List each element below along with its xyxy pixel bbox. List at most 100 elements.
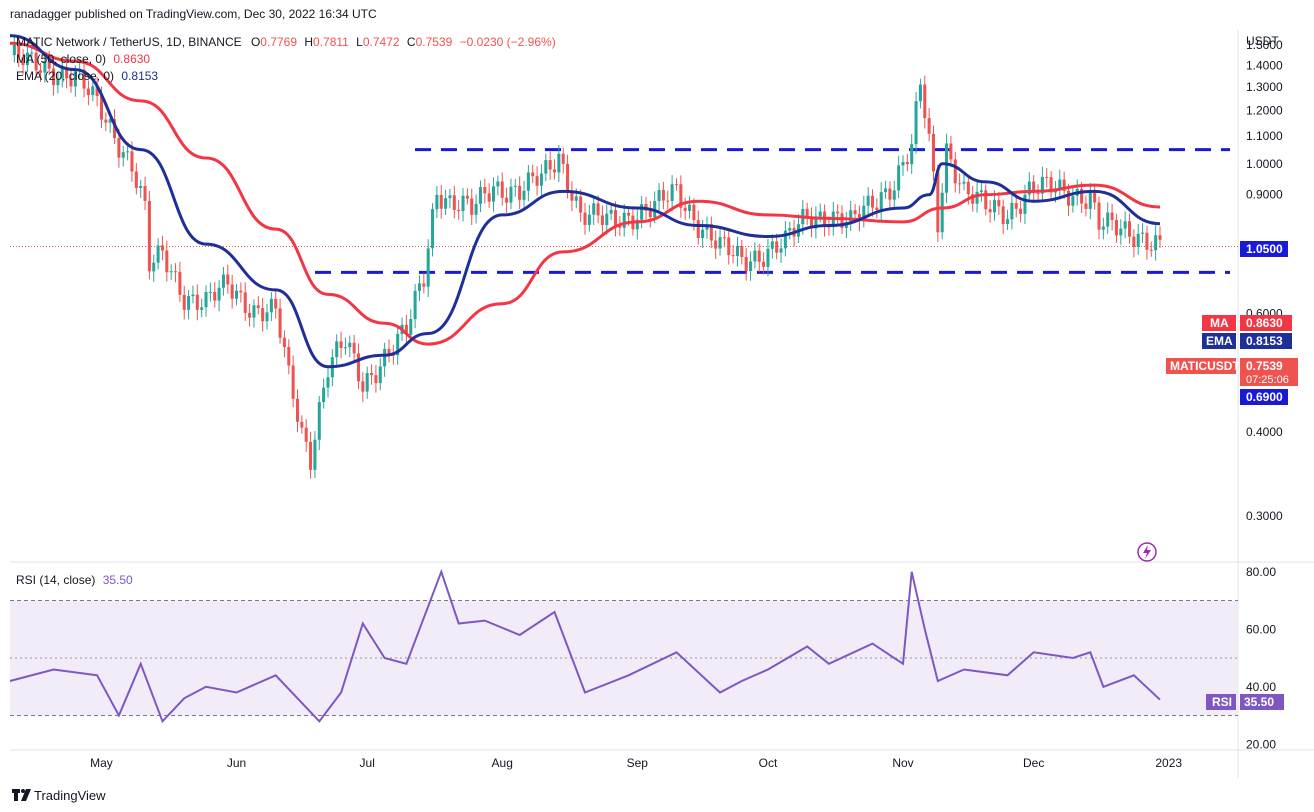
support-tag-value: 0.6900 [1246,390,1283,404]
candle-up [1123,221,1127,229]
ohlc-header: MATIC Network / TetherUS, 1D, BINANCE O0… [16,35,556,49]
candle-down [160,245,164,251]
candle-down [1049,177,1053,193]
candle-down [339,341,343,348]
last-price-value: 0.7539 [1246,359,1283,373]
candle-down [274,298,278,309]
candle-down [65,67,69,79]
candle-down [422,283,426,287]
candle-down [230,284,234,299]
candle-down [971,194,975,204]
candle-up [1106,212,1110,227]
ema-20-line[interactable] [9,34,1161,369]
candle-down [809,216,814,229]
candle-up [910,144,914,165]
candle-up [221,274,225,288]
candle-up [688,204,692,211]
candle-up [30,52,34,54]
symbol-price-tag: MATICUSDT 0.7539 07:25:06 [1166,358,1298,386]
rsi-axis[interactable]: 80.00 60.00 40.00 20.00 [1246,565,1276,752]
rsi-tag: RSI 35.50 [1206,694,1284,710]
candle-up [73,71,77,87]
candle-up [326,377,330,388]
price-tick-label: 1.3000 [1246,80,1283,94]
candle-down [531,172,535,177]
ma-legend[interactable]: MA (50, close, 0) 0.8630 [16,52,150,66]
time-tick-label: Aug [492,756,513,770]
rsi-legend[interactable]: RSI (14, close) 35.50 [16,573,133,587]
candle-down [570,191,574,201]
alert-lightning-icon[interactable] [1137,542,1157,562]
candle-down [1114,219,1118,236]
candle-down [1132,236,1136,247]
candle-down [248,312,252,318]
candle-down [1019,208,1023,214]
rsi-tag-name: RSI [1212,695,1232,709]
price-pane[interactable] [10,30,1238,558]
candle-up [866,195,870,206]
candle-down [953,159,957,184]
time-axis[interactable]: May Jun Jul Aug Sep Oct Nov Dec 2023 [90,756,1182,770]
candle-up [814,216,818,229]
ma-50-line[interactable] [9,41,1161,346]
candle-down [583,212,587,225]
tradingview-logo[interactable]: TradingView [12,788,106,803]
candle-up [444,198,448,209]
candle-down [370,373,374,376]
candle-up [12,44,16,56]
candle-down [21,57,25,66]
candle-up [975,191,979,204]
candle-up [313,439,317,470]
candle-up [509,186,513,203]
candle-down [282,337,286,347]
candle-down [278,308,282,338]
candle-up [544,160,548,174]
candle-down [1032,181,1036,193]
candle-up [766,248,770,267]
resistance-tag-value: 1.0500 [1246,242,1283,256]
candle-up [121,152,125,158]
candle-up [108,119,112,123]
ema-legend-label: EMA (20, close, 0) [16,69,114,83]
candle-up [622,212,626,228]
rsi-line[interactable] [9,568,1161,724]
candle-down [465,195,469,199]
candle-down [1149,249,1153,251]
candle-down [1097,202,1101,230]
candle-up [914,101,918,145]
candle-down [487,193,491,202]
candle-up [474,203,478,215]
candle-down [1110,212,1114,220]
candle-up [322,387,326,403]
candle-down [195,294,199,310]
open-label: O [251,35,260,49]
candle-down [548,160,552,170]
candle-up [818,211,822,217]
candle-up [1154,235,1158,251]
candle-down [596,203,600,216]
candle-up [1006,219,1010,225]
candle-down [1145,232,1149,250]
candle-up [892,190,896,200]
candle-up [1136,233,1140,247]
candle-down [1158,235,1162,240]
candle-up [126,151,130,153]
candle-up [587,214,591,225]
candle-up [1010,203,1014,220]
candle-down [165,250,169,273]
ma-legend-label: MA (50, close, 0) [16,52,106,66]
support-tag: 0.6900 [1240,389,1288,405]
candle-down [291,365,295,399]
candle-up [879,192,883,211]
candle-down [117,138,121,158]
change-value: −0.0230 (−2.96%) [460,35,556,49]
currency-label: USDT [1246,34,1279,48]
candle-down [927,118,931,134]
candle-down [352,342,356,354]
candle-down [374,375,378,384]
ema-legend[interactable]: EMA (20, close, 0) 0.8153 [16,69,158,83]
price-axis[interactable]: 1.5000 1.4000 1.3000 1.2000 1.1000 1.0000 0.90… [1246,38,1283,523]
candle-down [1014,203,1018,209]
candle-up [783,230,787,249]
low-label: L [356,35,363,49]
